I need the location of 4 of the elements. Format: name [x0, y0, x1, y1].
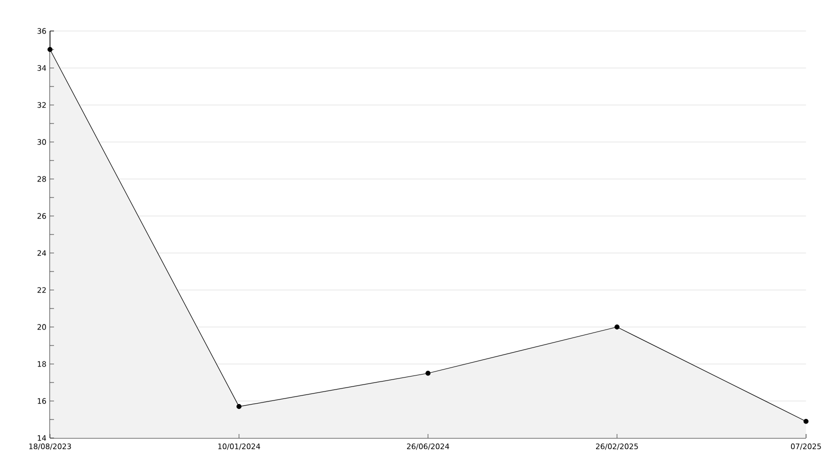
- point: [236, 404, 242, 410]
- point: [614, 324, 620, 330]
- point: [804, 418, 808, 424]
- point: [426, 370, 430, 376]
